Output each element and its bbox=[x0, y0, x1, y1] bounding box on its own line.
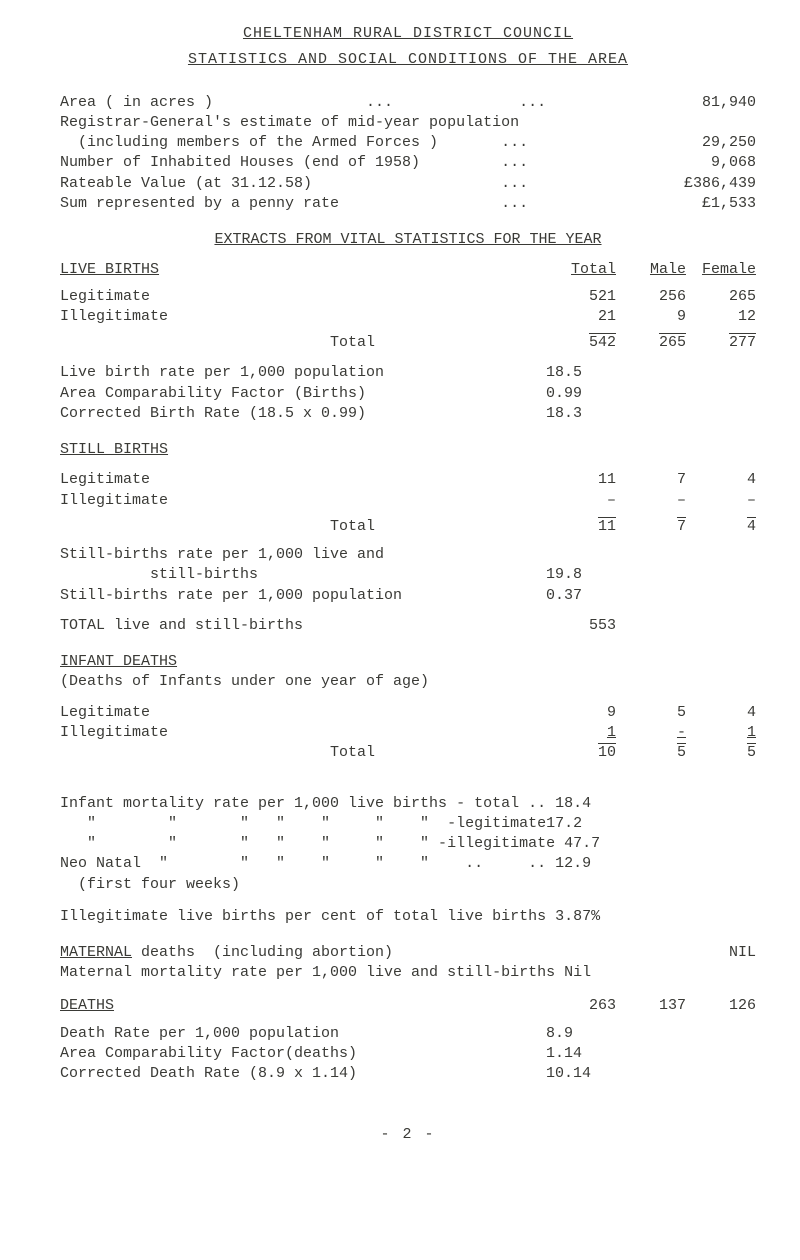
sb-rate1-l: still-births bbox=[60, 565, 546, 585]
im-l1: " " " " " " " -legitimate17.2 bbox=[60, 815, 582, 832]
id-r1-l: Legitimate bbox=[60, 703, 546, 723]
id-r2-l: Illegitimate bbox=[60, 723, 546, 743]
area-v1: 81,940 bbox=[656, 93, 756, 113]
dr-l0: Death Rate per 1,000 population bbox=[60, 1024, 546, 1044]
area-v4: 9,068 bbox=[656, 153, 756, 173]
dr-v1: 1.14 bbox=[546, 1044, 626, 1064]
r2-v: 0.99 bbox=[546, 384, 626, 404]
area-l5: Rateable Value (at 31.12.58) ... bbox=[60, 174, 656, 194]
id-r2-c1: 1 bbox=[546, 723, 616, 743]
deaths-c3: 126 bbox=[686, 996, 756, 1016]
area-v3: 29,250 bbox=[656, 133, 756, 153]
im-l2: " " " " " " " -illegitimate 47.7 bbox=[60, 835, 600, 852]
infant-deaths-hdr: INFANT DEATHS bbox=[60, 653, 177, 670]
lb-r2-c3: 12 bbox=[686, 307, 756, 327]
infant-mortality-block: Infant mortality rate per 1,000 live bir… bbox=[60, 773, 756, 895]
lb-r2-l: Illegitimate bbox=[60, 307, 546, 327]
sb-tot-c3: 4 bbox=[686, 517, 756, 537]
id-r2-c3: 1 bbox=[686, 723, 756, 743]
lb-r1-l: Legitimate bbox=[60, 287, 546, 307]
title-2: STATISTICS AND SOCIAL CONDITIONS OF THE … bbox=[188, 51, 628, 68]
lb-r2-c2: 9 bbox=[616, 307, 686, 327]
area-v5: £386,439 bbox=[656, 174, 756, 194]
lb-tot-c2: 265 bbox=[616, 333, 686, 353]
live-births-hdr: LIVE BIRTHS bbox=[60, 260, 546, 280]
area-l3: (including members of the Armed Forces )… bbox=[60, 133, 656, 153]
sb-rate2-v: 0.37 bbox=[546, 586, 626, 606]
r2-l: Area Comparability Factor (Births) bbox=[60, 384, 546, 404]
deaths-hdr: DEATHS bbox=[60, 996, 546, 1016]
extracts-hdr: EXTRACTS FROM VITAL STATISTICS FOR THE Y… bbox=[214, 231, 601, 248]
id-tot-l: Total bbox=[60, 743, 546, 763]
area-l2: Registrar-General's estimate of mid-year… bbox=[60, 113, 656, 133]
id-r2-c2: - bbox=[616, 723, 686, 743]
area-v6: £1,533 bbox=[656, 194, 756, 214]
sb-r1-c3: 4 bbox=[686, 470, 756, 490]
sb-tot-c2: 7 bbox=[616, 517, 686, 537]
im-l4: (first four weeks) bbox=[60, 876, 240, 893]
id-r1-c2: 5 bbox=[616, 703, 686, 723]
dr-l2: Corrected Death Rate (8.9 x 1.14) bbox=[60, 1064, 546, 1084]
sb-rate1-v: 19.8 bbox=[546, 565, 626, 585]
lb-r1-c3: 265 bbox=[686, 287, 756, 307]
lb-tot-c1: 542 bbox=[546, 333, 616, 353]
sb-r1-c2: 7 bbox=[616, 470, 686, 490]
sb-rate0-l: Still-births rate per 1,000 live and bbox=[60, 545, 546, 565]
sb-r2-c3: – bbox=[686, 491, 756, 511]
deaths-c2: 137 bbox=[616, 996, 686, 1016]
sb-tot-c1: 11 bbox=[546, 517, 616, 537]
r1-l: Live birth rate per 1,000 population bbox=[60, 363, 546, 383]
id-tot-c2: 5 bbox=[616, 743, 686, 763]
id-tot-c1: 10 bbox=[546, 743, 616, 763]
sb-r2-c2: – bbox=[616, 491, 686, 511]
area-l1: Area ( in acres ) ... ... bbox=[60, 93, 656, 113]
sb-r2-c1: – bbox=[546, 491, 616, 511]
r3-v: 18.3 bbox=[546, 404, 626, 424]
dr-l1: Area Comparability Factor(deaths) bbox=[60, 1044, 546, 1064]
sb-r1-c1: 11 bbox=[546, 470, 616, 490]
lb-r1-c1: 521 bbox=[546, 287, 616, 307]
lb-tot-l: Total bbox=[60, 333, 546, 353]
im-l3: Neo Natal " " " " " " .. .. 12.9 bbox=[60, 855, 591, 872]
sb-r1-l: Legitimate bbox=[60, 470, 546, 490]
area-l4: Number of Inhabited Houses (end of 1958)… bbox=[60, 153, 656, 173]
maternal-v: NIL bbox=[696, 943, 756, 963]
title-1: CHELTENHAM RURAL DISTRICT COUNCIL bbox=[243, 25, 573, 42]
still-births-hdr: STILL BIRTHS bbox=[60, 441, 168, 458]
tot-live-still-v: 553 bbox=[546, 616, 616, 636]
id-r1-c3: 4 bbox=[686, 703, 756, 723]
col-female: Female bbox=[686, 260, 756, 280]
sb-r2-l: Illegitimate bbox=[60, 491, 546, 511]
lb-tot-c3: 277 bbox=[686, 333, 756, 353]
id-r1-c1: 9 bbox=[546, 703, 616, 723]
area-l6: Sum represented by a penny rate ... bbox=[60, 194, 656, 214]
area-v2 bbox=[656, 113, 756, 133]
im-l0: Infant mortality rate per 1,000 live bir… bbox=[60, 795, 591, 812]
area-block: Area ( in acres ) ... ...81,940 Registra… bbox=[60, 93, 756, 215]
sb-rate2-l: Still-births rate per 1,000 population bbox=[60, 586, 546, 606]
r1-v: 18.5 bbox=[546, 363, 626, 383]
sb-tot-l: Total bbox=[60, 517, 546, 537]
dr-v2: 10.14 bbox=[546, 1064, 626, 1084]
col-male: Male bbox=[616, 260, 686, 280]
r3-l: Corrected Birth Rate (18.5 x 0.99) bbox=[60, 404, 546, 424]
maternal-l1: MATERNAL deaths (including abortion) bbox=[60, 943, 696, 963]
lb-r1-c2: 256 bbox=[616, 287, 686, 307]
infant-deaths-sub: (Deaths of Infants under one year of age… bbox=[60, 673, 429, 690]
tot-live-still-l: TOTAL live and still-births bbox=[60, 616, 546, 636]
lb-r2-c1: 21 bbox=[546, 307, 616, 327]
sb-rate0-v bbox=[546, 545, 626, 565]
dr-v0: 8.9 bbox=[546, 1024, 626, 1044]
col-total: Total bbox=[546, 260, 616, 280]
id-tot-c3: 5 bbox=[686, 743, 756, 763]
illeg-rate: Illegitimate live births per cent of tot… bbox=[60, 907, 756, 927]
maternal-l2: Maternal mortality rate per 1,000 live a… bbox=[60, 963, 756, 983]
deaths-c1: 263 bbox=[546, 996, 616, 1016]
page-footer: - 2 - bbox=[60, 1125, 756, 1145]
